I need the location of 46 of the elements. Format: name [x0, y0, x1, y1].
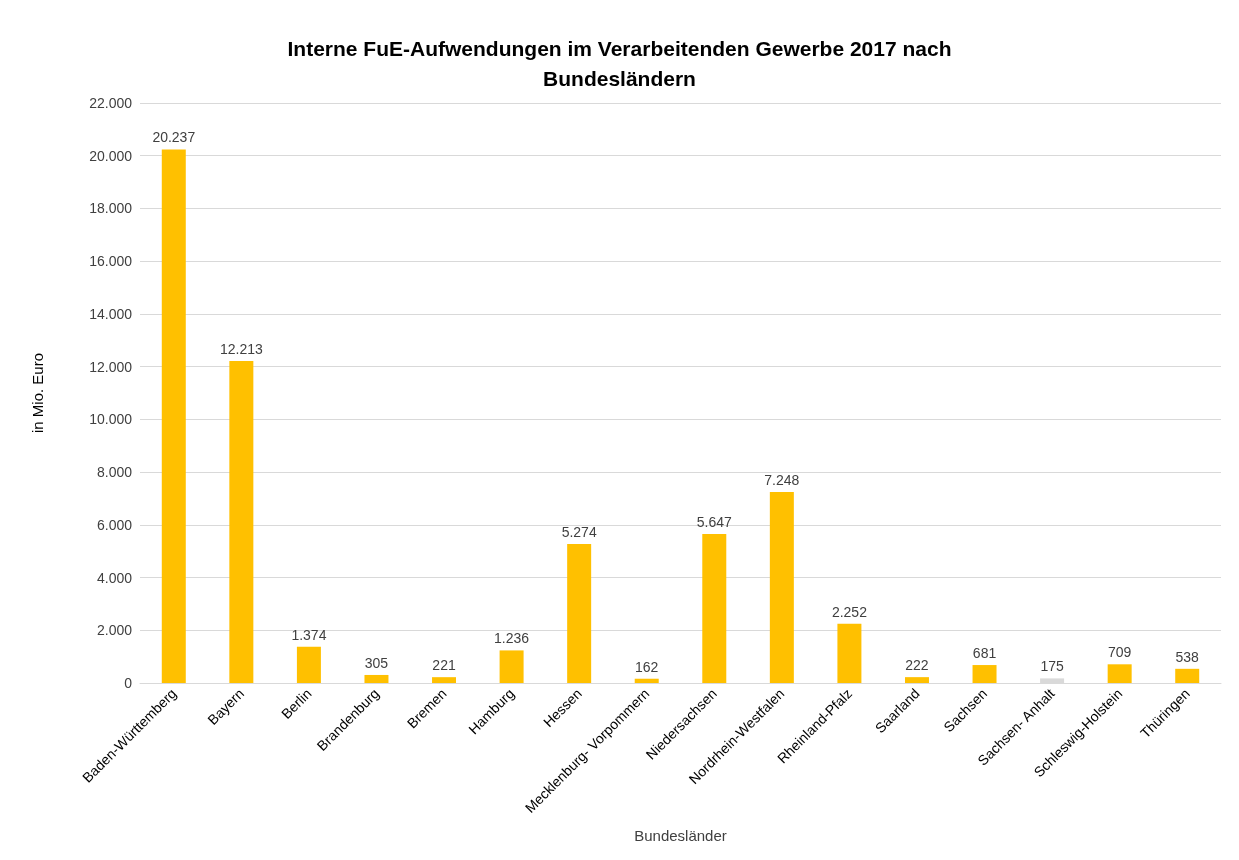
y-tick-label: 0 [124, 675, 133, 691]
data-label: 221 [432, 657, 456, 674]
data-label: 20.237 [152, 129, 196, 146]
bar [634, 678, 659, 683]
data-label: 5.274 [561, 523, 597, 540]
data-label: 1.374 [291, 626, 327, 643]
bar [161, 149, 186, 683]
y-tick-label: 6.000 [96, 516, 133, 533]
data-label: 12.213 [219, 341, 263, 358]
y-tick-label: 12.000 [89, 358, 133, 375]
data-label: 538 [1175, 648, 1200, 665]
y-tick-label: 20.000 [89, 147, 133, 164]
y-tick-label: 4.000 [96, 569, 133, 586]
bar [567, 543, 592, 683]
data-label: 2.252 [831, 603, 868, 620]
y-tick-label: 8.000 [96, 464, 133, 481]
bar [904, 677, 929, 683]
y-tick-label: 16.000 [89, 253, 133, 270]
y-tick-label: 14.000 [89, 305, 133, 322]
y-tick-label: 2.000 [96, 622, 133, 639]
data-label: 681 [972, 645, 997, 662]
bar [229, 361, 254, 683]
y-tick-label: 18.000 [89, 200, 133, 217]
bar [702, 534, 727, 683]
bar [972, 665, 997, 683]
bar [364, 674, 389, 683]
y-tick-label: 10.000 [89, 411, 133, 428]
bar [837, 623, 862, 683]
bar [432, 677, 457, 683]
bar [769, 491, 794, 683]
data-label: 175 [1040, 658, 1064, 675]
bar [1107, 664, 1132, 683]
data-label: 709 [1107, 644, 1132, 661]
data-label: 222 [905, 657, 929, 674]
y-tick-label: 22.000 [89, 95, 133, 111]
bar [499, 650, 524, 683]
data-label: 1.236 [494, 630, 530, 647]
bar [1175, 668, 1200, 683]
x-axis-title: Bundesländer [634, 827, 727, 844]
chart-title: Interne FuE-Aufwendungen im Verarbeitenden Gewerbe 2017 nach Bundesländern [287, 36, 952, 90]
bar [296, 646, 321, 683]
data-label: 162 [635, 658, 659, 675]
data-label: 305 [364, 654, 389, 671]
data-label: 7.248 [764, 471, 800, 488]
y-axis-title: in Mio. Euro [29, 352, 46, 434]
data-label: 5.647 [696, 514, 733, 531]
